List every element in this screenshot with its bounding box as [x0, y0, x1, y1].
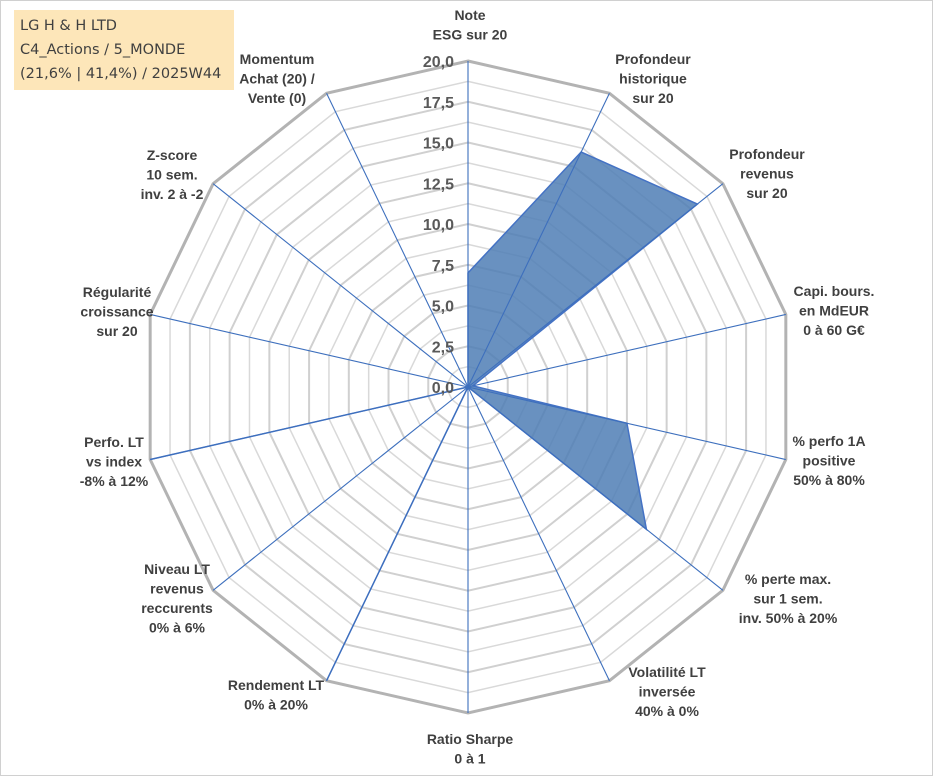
- tick-label: 20,0: [423, 54, 454, 71]
- tick-label: 12,5: [423, 176, 454, 193]
- tick-label: 0,0: [432, 380, 454, 397]
- info-box: LG H & H LTD C4_Actions / 5_MONDE (21,6%…: [14, 10, 234, 90]
- tick-label: 7,5: [432, 258, 454, 275]
- tick-label: 10,0: [423, 217, 454, 234]
- tick-label: 17,5: [423, 95, 454, 112]
- tick-label: 15,0: [423, 136, 454, 153]
- info-company: LG H & H LTD: [20, 14, 228, 38]
- tick-label: 2,5: [432, 339, 454, 356]
- info-category: C4_Actions / 5_MONDE: [20, 38, 228, 62]
- category-label: % perte max.sur 1 sem.inv. 50% à 20%: [739, 571, 838, 626]
- radial-tick-labels: 0,0 2,5 5,0 7,5 10,0 12,5 15,0 17,5 20,0: [423, 54, 454, 397]
- info-stats: (21,6% | 41,4%) / 2025W44: [20, 62, 228, 86]
- tick-label: 5,0: [432, 299, 454, 316]
- axis-spoke: [327, 387, 468, 681]
